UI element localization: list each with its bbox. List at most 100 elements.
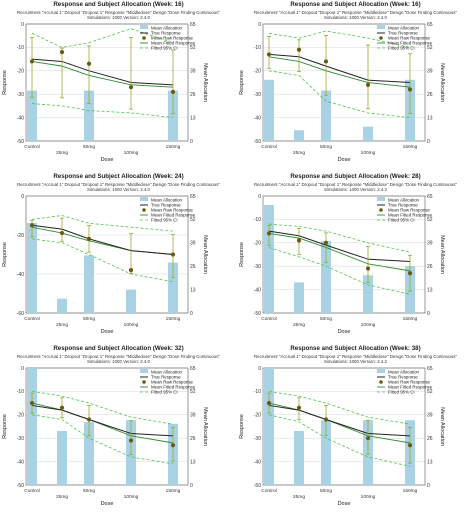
raw-response-point (59, 49, 65, 55)
x-tick-label: 50mg (83, 316, 95, 322)
legend-label: Fitted 95% CI (151, 217, 178, 222)
x-tick-label: 50mg (83, 144, 95, 150)
y-tick-label: 0 (258, 22, 261, 28)
y2-tick-label: 39 (427, 69, 433, 75)
allocation-bar (168, 262, 178, 313)
legend-label: True Response (151, 202, 181, 207)
legend-label: Mean Fitted Response (388, 384, 433, 389)
allocation-bar (84, 422, 94, 485)
chart-plot: -50 -40 -30 -20 -10 0 0 13 26 39 52 65 Control 25mg 50… (239, 194, 445, 335)
chart-plot: -50 -40 -30 -20 -10 0 0 13 26 39 52 65 Control 25mg 50… (239, 22, 445, 163)
raw-response-point (266, 401, 272, 406)
legend-label: Fitted 95% CI (151, 389, 178, 394)
chart-plot: -60 -40 -20 0 0 13 26 39 52 65 Control 25mg 50mg 100m… (2, 194, 208, 335)
y2-tick-label: 26 (427, 264, 433, 270)
plot-frame (25, 23, 189, 142)
y-tick-label: 0 (258, 366, 261, 372)
legend-symbol (379, 208, 383, 212)
y-axis-label: Response (2, 70, 8, 95)
x-tick-label: Control (261, 144, 276, 150)
ci-upper-line (31, 28, 174, 48)
y2-tick-label: 0 (427, 483, 430, 489)
y2-tick-label: 52 (190, 217, 196, 223)
y2-tick-label: 13 (427, 287, 433, 293)
legend-label: Mean Allocation (388, 369, 420, 374)
chart-subtitle-2: Simulations: 1000 Version: 2.4.0 (87, 359, 150, 364)
legend-symbol (377, 25, 385, 29)
y-tick-label: -10 (17, 45, 24, 51)
legend-label: Mean Raw Response (151, 35, 194, 40)
y2-tick-label: 13 (190, 459, 196, 465)
y2-axis-label: Mean Allocation (439, 407, 445, 446)
raw-response-point (29, 223, 35, 228)
allocation-bar (321, 420, 331, 485)
raw-response-point (86, 417, 92, 422)
legend-label: Mean Fitted Response (151, 384, 196, 389)
chart-subtitle-2: Simulations: 1000 Version: 2.4.0 (87, 15, 150, 20)
raw-response-point (323, 417, 329, 422)
y-tick-label: -40 (254, 459, 261, 465)
legend-label: Mean Raw Response (388, 207, 431, 212)
raw-response-point (323, 59, 329, 64)
ci-lower-line (268, 414, 411, 467)
legend-label: Fitted 95% CI (388, 45, 415, 50)
y-axis-label: Response (239, 70, 245, 95)
raw-response-point (29, 59, 35, 64)
allocation-bar (264, 79, 274, 141)
x-tick-label: 25mg (56, 322, 68, 328)
y-tick-label: -40 (254, 115, 261, 121)
y-axis-label: Response (2, 242, 8, 267)
chart-subtitle-2: Simulations: 1000 Version: 2.4.2 (324, 187, 387, 192)
raw-response-point (128, 85, 134, 90)
allocation-bar (294, 130, 304, 141)
raw-response-point (365, 82, 371, 87)
y-tick-label: -20 (254, 69, 261, 75)
y-tick-label: -20 (17, 69, 24, 75)
y-tick-label: -10 (254, 217, 261, 223)
chart-subtitle: Recruitment "Accrual 1" Dropout "Dropout… (253, 182, 458, 187)
y-tick-label: -40 (17, 115, 24, 121)
allocation-bar (126, 289, 136, 313)
legend-symbol (142, 36, 146, 40)
chart-plot: -50 -40 -30 -20 -10 0 0 13 26 39 52 65 Control 25mg 50… (239, 366, 445, 507)
y2-tick-label: 0 (190, 139, 193, 145)
ci-upper-line (31, 215, 174, 232)
y2-tick-label: 52 (190, 45, 196, 51)
x-axis-label: Dose (101, 501, 114, 507)
chart-subtitle-2: Simulations: 1000 Version: 2.4.2 (324, 359, 387, 364)
legend-label: True Response (388, 374, 418, 379)
x-tick-label: Control (24, 316, 39, 322)
true-response-line (268, 230, 411, 263)
x-tick-label: Control (24, 144, 39, 150)
legend-symbol (377, 197, 385, 201)
y2-tick-label: 52 (427, 389, 433, 395)
raw-response-point (128, 438, 134, 443)
legend-label: Mean Fitted Response (151, 40, 196, 45)
y2-axis-label: Mean Allocation (202, 235, 208, 274)
y2-tick-label: 52 (427, 45, 433, 51)
legend-label: True Response (151, 30, 181, 35)
y2-tick-label: 65 (190, 366, 196, 372)
y2-tick-label: 65 (427, 366, 433, 372)
raw-response-point (407, 443, 413, 448)
y2-tick-label: 26 (427, 436, 433, 442)
y-tick-label: 0 (258, 194, 261, 200)
legend-symbol (377, 369, 385, 373)
x-tick-label: 25mg (56, 150, 68, 156)
x-tick-label: 150mg (166, 316, 181, 322)
y-tick-label: -20 (17, 233, 24, 239)
y2-tick-label: 0 (190, 311, 193, 317)
legend-label: Mean Allocation (151, 369, 183, 374)
legend-label: Mean Allocation (388, 197, 420, 202)
true-response-line (31, 404, 174, 437)
y2-tick-label: 13 (190, 287, 196, 293)
x-tick-label: 100mg (361, 150, 376, 156)
chart-panel: Response and Subject Allocation (Week: 3… (0, 344, 237, 516)
y2-tick-label: 13 (190, 115, 196, 121)
chart-panel: Response and Subject Allocation (Week: 3… (237, 344, 474, 516)
legend-label: Fitted 95% CI (388, 217, 415, 222)
y2-tick-label: 0 (427, 311, 430, 317)
chart-panel: Response and Subject Allocation (Week: 1… (237, 0, 474, 172)
allocation-bar (84, 90, 94, 141)
y2-tick-label: 39 (190, 413, 196, 419)
